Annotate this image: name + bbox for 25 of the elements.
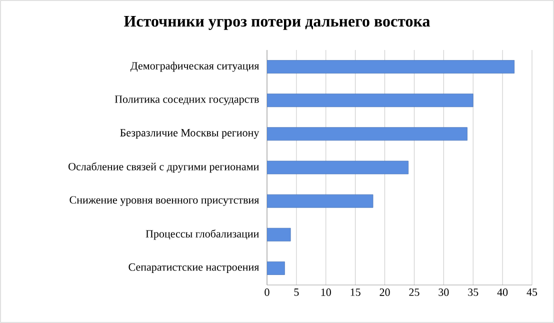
bar <box>267 228 291 242</box>
y-tick-label: Сепаратистские настроения <box>128 263 259 274</box>
x-tick-label: 25 <box>409 288 420 296</box>
bar <box>267 194 374 208</box>
x-tick-label: 15 <box>350 288 360 296</box>
y-tick-label: Политика соседних государств <box>114 96 259 106</box>
x-tick-label: 10 <box>321 288 331 296</box>
x-tick-label: 40 <box>497 288 508 296</box>
bar <box>267 160 409 174</box>
bar <box>267 127 468 141</box>
bar <box>267 262 285 275</box>
y-tick-label: Демографическая ситуация <box>130 62 260 72</box>
x-tick-label: 20 <box>380 288 390 296</box>
bar <box>267 60 515 74</box>
y-tick-label: Процессы глобализации <box>146 230 259 240</box>
x-tick-label: 35 <box>468 288 478 296</box>
chart-title: Источники угроз потери дальнего востока <box>124 16 430 30</box>
y-tick-label: Ослабление связей с другими регионами <box>68 162 259 173</box>
y-tick-label: Снижение уровня военного присутствия <box>70 196 259 206</box>
x-tick-label: 5 <box>294 288 299 296</box>
x-tick-label: 30 <box>438 288 449 296</box>
x-tick-label: 0 <box>264 288 270 296</box>
y-tick-label: Безразличие Москвы региону <box>120 129 260 139</box>
bar <box>267 94 474 108</box>
x-tick-label: 45 <box>526 288 538 296</box>
